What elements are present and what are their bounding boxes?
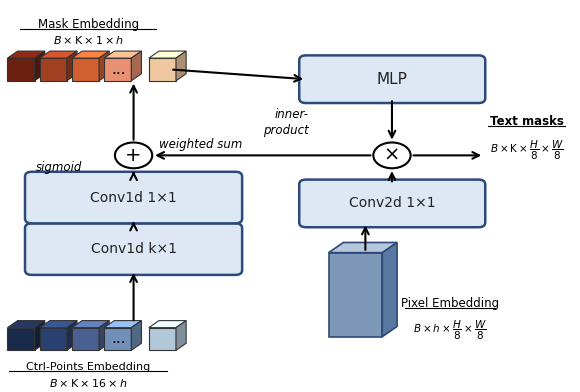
Text: $B\times\mathrm{K}\times16\times h$: $B\times\mathrm{K}\times16\times h$ bbox=[49, 377, 128, 389]
FancyBboxPatch shape bbox=[25, 172, 242, 223]
Text: Conv1d k×1: Conv1d k×1 bbox=[90, 242, 176, 256]
FancyBboxPatch shape bbox=[299, 55, 485, 103]
Polygon shape bbox=[149, 58, 176, 81]
Polygon shape bbox=[72, 328, 99, 350]
Text: $B\times\mathrm{K}\times\dfrac{H}{8}\times\dfrac{W}{8}$: $B\times\mathrm{K}\times\dfrac{H}{8}\tim… bbox=[490, 138, 563, 162]
Polygon shape bbox=[67, 321, 77, 350]
Polygon shape bbox=[72, 321, 109, 328]
Polygon shape bbox=[72, 58, 99, 81]
Text: Pixel Embedding: Pixel Embedding bbox=[401, 297, 499, 310]
Polygon shape bbox=[382, 243, 397, 337]
Polygon shape bbox=[329, 252, 382, 337]
Text: $B\times\mathrm{K}\times1\times h$: $B\times\mathrm{K}\times1\times h$ bbox=[53, 34, 124, 46]
Polygon shape bbox=[35, 321, 45, 350]
Polygon shape bbox=[149, 321, 186, 328]
Polygon shape bbox=[39, 328, 67, 350]
Text: weighted sum: weighted sum bbox=[159, 138, 242, 151]
Polygon shape bbox=[99, 321, 109, 350]
Polygon shape bbox=[149, 328, 176, 350]
Polygon shape bbox=[8, 321, 45, 328]
Polygon shape bbox=[72, 51, 109, 58]
Polygon shape bbox=[8, 58, 35, 81]
Text: Text masks: Text masks bbox=[490, 115, 564, 128]
Text: $B\times h\times\dfrac{H}{8}\times\dfrac{W}{8}$: $B\times h\times\dfrac{H}{8}\times\dfrac… bbox=[414, 319, 487, 342]
Polygon shape bbox=[8, 51, 45, 58]
Text: ...: ... bbox=[111, 62, 126, 77]
Polygon shape bbox=[104, 51, 142, 58]
Circle shape bbox=[374, 142, 411, 168]
Text: +: + bbox=[125, 146, 142, 165]
Circle shape bbox=[115, 142, 152, 168]
Text: ...: ... bbox=[111, 332, 126, 347]
Polygon shape bbox=[176, 51, 186, 81]
FancyBboxPatch shape bbox=[299, 180, 485, 227]
Polygon shape bbox=[104, 328, 131, 350]
Polygon shape bbox=[176, 321, 186, 350]
Polygon shape bbox=[329, 243, 397, 252]
Polygon shape bbox=[131, 321, 142, 350]
Text: sigmoid: sigmoid bbox=[36, 161, 82, 174]
Polygon shape bbox=[149, 51, 186, 58]
Text: Conv2d 1×1: Conv2d 1×1 bbox=[349, 196, 436, 211]
Polygon shape bbox=[39, 51, 77, 58]
Polygon shape bbox=[8, 328, 35, 350]
Text: Conv1d 1×1: Conv1d 1×1 bbox=[90, 191, 177, 205]
Polygon shape bbox=[99, 51, 109, 81]
Text: Ctrl-Points Embedding: Ctrl-Points Embedding bbox=[26, 362, 150, 372]
Polygon shape bbox=[131, 51, 142, 81]
Text: ×: × bbox=[384, 146, 400, 165]
FancyBboxPatch shape bbox=[25, 223, 242, 275]
Text: Mask Embedding: Mask Embedding bbox=[38, 18, 139, 31]
Text: inner-
product: inner- product bbox=[263, 109, 309, 138]
Polygon shape bbox=[39, 321, 77, 328]
Text: MLP: MLP bbox=[377, 72, 408, 87]
Polygon shape bbox=[39, 58, 67, 81]
Polygon shape bbox=[104, 321, 142, 328]
Polygon shape bbox=[67, 51, 77, 81]
Polygon shape bbox=[35, 51, 45, 81]
Polygon shape bbox=[104, 58, 131, 81]
